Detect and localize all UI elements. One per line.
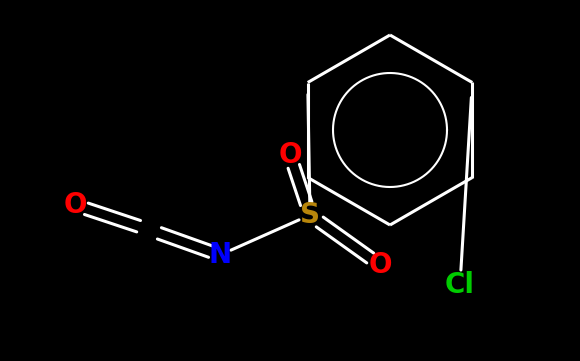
Text: O: O — [278, 141, 302, 169]
Text: N: N — [208, 241, 231, 269]
Text: O: O — [63, 191, 87, 219]
Text: S: S — [300, 201, 320, 229]
Text: Cl: Cl — [445, 271, 475, 299]
Text: O: O — [368, 251, 392, 279]
